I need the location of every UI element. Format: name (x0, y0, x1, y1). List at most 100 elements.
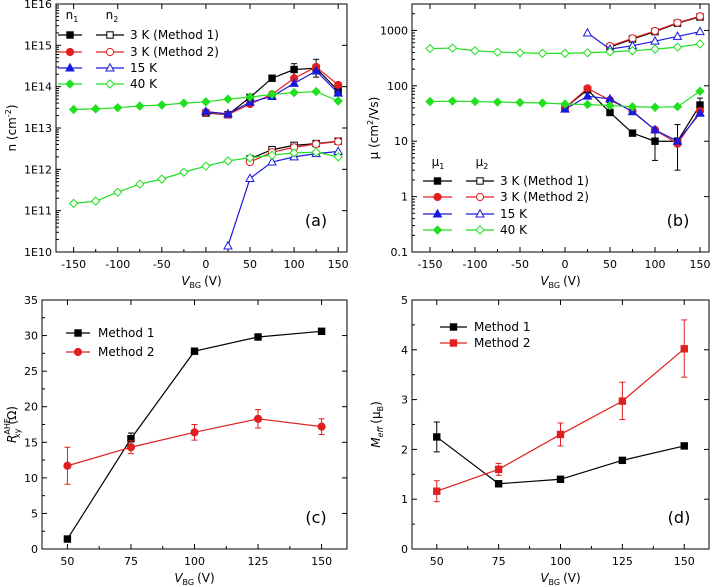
y-axis-title-sub: eff (376, 426, 385, 438)
y-tick-label: 0 (401, 543, 408, 556)
x-tick-label: 125 (612, 555, 633, 568)
y-axis-title-sub: xy (13, 428, 22, 438)
y-tick-label: 20 (24, 401, 38, 414)
y-axis-title: μ (cm2/Vs) (366, 97, 381, 160)
y-tick-label: 5 (31, 507, 38, 520)
x-axis-title: VBG (V) (181, 274, 221, 290)
x-tick-label: 150 (690, 258, 711, 271)
data-point (223, 156, 233, 166)
data-point (627, 46, 638, 56)
legend-label: 3 K (Method 1) (500, 174, 589, 188)
data-point (190, 347, 199, 355)
x-tick-label: 50 (60, 555, 74, 568)
x-tick-label: -150 (418, 258, 443, 271)
x-tick-label: 50 (603, 258, 617, 271)
x-tick-label: 125 (248, 555, 269, 568)
legend-label: 40 K (130, 77, 158, 91)
y-axis-title-end: ) (5, 104, 19, 109)
legend: Method 1 Method 2 (440, 320, 530, 350)
panel-label: (c) (305, 508, 326, 527)
data-point (179, 167, 189, 177)
legend-marker (475, 208, 485, 218)
legend-marker (475, 225, 485, 235)
x-axis-title-unit: (V) (204, 274, 222, 288)
legend-marker (449, 339, 458, 347)
data-point (317, 422, 326, 431)
x-axis-title-sub: BG (549, 578, 561, 587)
data-point (333, 152, 343, 162)
data-point (583, 84, 592, 93)
y-tick-label: 2 (401, 443, 408, 456)
data-point (425, 43, 435, 54)
legend-marker (476, 177, 484, 185)
data-point (157, 174, 167, 184)
x-tick-label: 100 (184, 555, 205, 568)
y-tick-label: 0 (31, 543, 38, 556)
data-point (582, 48, 593, 58)
legend: μ1 μ23 K (Method 1)3 K (Method 2)15 K40 K (423, 155, 589, 237)
x-tick-label: 50 (243, 258, 257, 271)
x-axis-title-sub: BG (549, 281, 561, 290)
legend-label: Method 1 (474, 320, 530, 334)
y-axis-title: RAHExy (Ω) (3, 406, 22, 443)
x-tick-label: 100 (550, 555, 571, 568)
data-point (201, 97, 211, 107)
x-tick-label: -150 (61, 258, 86, 271)
x-tick-label: -50 (511, 258, 529, 271)
data-point (157, 100, 167, 110)
legend-marker (65, 79, 75, 89)
x-axis-title: VBG (V) (540, 274, 580, 290)
y-axis-title-main: μ (cm (367, 125, 381, 159)
legend-label: 15 K (130, 61, 158, 75)
series-line (436, 348, 685, 492)
y-tick-label: 15 (24, 436, 38, 449)
legend-label: 15 K (500, 207, 528, 221)
series-8 (68, 147, 343, 209)
legend-header: n2 (106, 8, 119, 24)
y-axis-title-close: ) (369, 401, 383, 406)
y-axis-title-sup: AHE (3, 418, 12, 435)
data-point (311, 147, 321, 157)
legend-marker (105, 47, 115, 57)
data-point (290, 65, 298, 74)
x-tick-label: 150 (674, 555, 695, 568)
series-5 (560, 90, 705, 145)
y-axis-title-end: (μ (369, 411, 383, 424)
legend-header-sub: 1 (439, 162, 444, 171)
data-point (68, 198, 79, 209)
legend: Method 1 Method 2 (66, 326, 154, 359)
legend-marker (65, 62, 75, 72)
data-point (672, 135, 683, 145)
data-point (63, 535, 72, 543)
y-axis-title-sup: -2 (4, 109, 13, 117)
y-tick-label: 0.1 (391, 246, 409, 259)
x-axis-title-var: V (181, 274, 190, 288)
data-point (267, 150, 277, 160)
x-tick-label: 0 (562, 258, 569, 271)
legend-header-sub: 2 (483, 162, 488, 171)
x-axis-title-sub: BG (183, 578, 195, 587)
y-axis-title-end: /Vs) (367, 97, 381, 120)
legend-marker (65, 47, 75, 57)
data-point (673, 18, 682, 27)
x-tick-label: 150 (311, 555, 332, 568)
x-tick-label: 50 (430, 555, 444, 568)
legend-marker (66, 31, 74, 39)
data-point (695, 12, 705, 21)
data-point (113, 102, 123, 113)
data-point (179, 98, 189, 108)
y-tick-label: 5 (401, 294, 408, 307)
x-tick-label: -100 (105, 258, 130, 271)
data-point (63, 461, 72, 470)
data-point (268, 74, 276, 82)
data-point (560, 48, 570, 59)
legend-header-main: μ (476, 155, 484, 169)
data-point (317, 327, 326, 336)
data-point (582, 99, 593, 110)
data-point (492, 97, 503, 107)
x-axis-title-var: V (540, 571, 549, 585)
series-line (227, 150, 339, 247)
x-axis-title-unit: (V) (563, 571, 581, 585)
legend: n1 n23 K (Method 1)3 K (Method 2)15 K40 K (58, 8, 219, 91)
legend-marker (106, 31, 114, 39)
